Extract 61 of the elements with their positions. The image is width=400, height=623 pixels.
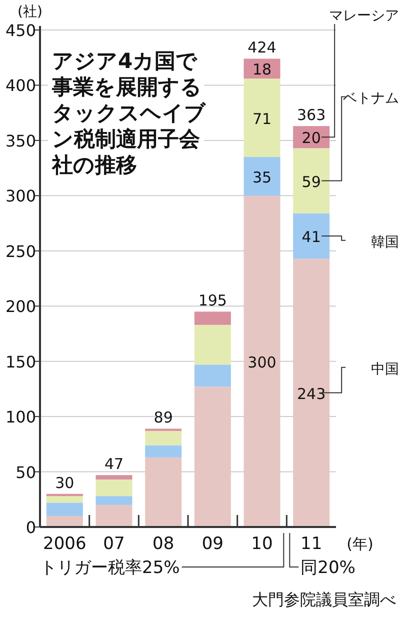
bar — [46, 516, 83, 527]
data-label: 243 — [297, 384, 326, 403]
y-tick-label: 450 — [5, 21, 36, 40]
bar — [145, 445, 182, 458]
text: 同20% — [300, 558, 356, 578]
data-label: 71 — [252, 110, 272, 128]
y-tick-label: 100 — [5, 408, 36, 427]
text: 大門参院議員室調べ — [252, 590, 396, 609]
bar — [244, 196, 280, 527]
x-tick-label: 2006 — [43, 534, 86, 554]
x-tick-label: 09 — [202, 534, 224, 554]
total-label: 89 — [154, 408, 173, 427]
y-tick-label: 50 — [16, 462, 36, 482]
bar — [194, 324, 231, 365]
total-label: 424 — [248, 38, 276, 57]
text: トリガー税率25% — [40, 558, 180, 578]
text: ベトナム — [343, 90, 399, 107]
total-label: 30 — [55, 474, 74, 492]
data-label: 35 — [252, 168, 272, 186]
y-tick-label: 0 — [26, 518, 36, 537]
bar — [96, 504, 132, 527]
y-tick-label: 250 — [5, 242, 36, 261]
bar — [96, 480, 132, 496]
text: アジア4カ国で事業を展開するタックスヘイブン税制適用子会社の推移 — [51, 49, 207, 177]
y-tick-label: 400 — [5, 76, 36, 96]
bar — [46, 494, 83, 496]
x-tick-label: 07 — [103, 534, 125, 554]
bar — [194, 364, 231, 387]
bar — [96, 475, 132, 480]
y-tick-label: 200 — [5, 297, 36, 316]
text: 韓国 — [371, 234, 399, 250]
text: マレーシア — [329, 8, 399, 24]
x-axis-title: (年) — [346, 535, 374, 553]
y-tick-label: 300 — [5, 186, 36, 206]
data-label: 41 — [302, 228, 321, 246]
bar — [46, 502, 83, 516]
total-label: 195 — [198, 292, 227, 310]
bar — [46, 496, 83, 503]
bar — [293, 213, 330, 259]
bar — [293, 148, 330, 214]
y-tick-label: 150 — [5, 352, 36, 372]
bar — [145, 457, 182, 527]
data-label: 59 — [302, 172, 321, 191]
bar — [194, 386, 231, 527]
bar — [244, 157, 280, 196]
x-tick-label: 11 — [300, 534, 322, 554]
bar — [194, 312, 231, 325]
bar — [244, 78, 280, 158]
data-label: 300 — [248, 353, 276, 372]
y-tick-label: 350 — [5, 131, 36, 150]
bar — [145, 430, 182, 446]
data-label: 18 — [252, 60, 272, 79]
total-label: 47 — [104, 455, 124, 474]
y-axis-title: (社) — [18, 4, 42, 20]
total-label: 363 — [297, 106, 326, 124]
bar — [96, 496, 132, 505]
x-tick-label: 08 — [152, 534, 174, 554]
data-label: 20 — [302, 129, 321, 148]
x-tick-label: 10 — [251, 534, 273, 554]
text: 中国 — [371, 361, 399, 378]
bar — [293, 258, 330, 527]
